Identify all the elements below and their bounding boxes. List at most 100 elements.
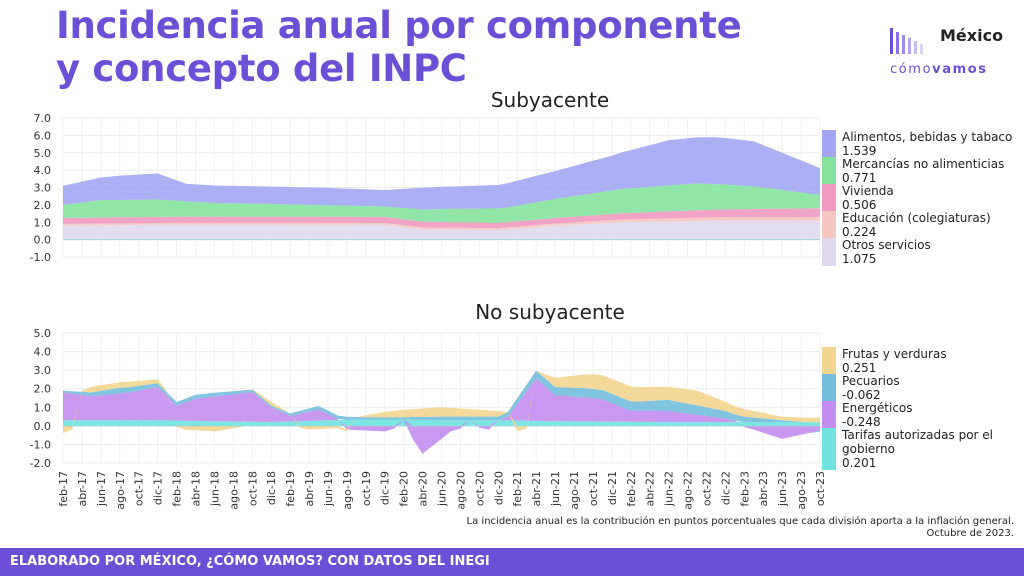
legend-swatch <box>822 130 836 158</box>
area-pecuarios <box>63 370 820 433</box>
x-tick-label: oct-17 <box>133 471 146 506</box>
y-tick-label: 5.0 <box>34 327 52 340</box>
x-tick-label: feb-18 <box>171 471 184 507</box>
x-tick-label: feb-19 <box>284 471 297 507</box>
y-tick-label: 2.0 <box>34 199 52 212</box>
area-vivienda <box>63 208 820 229</box>
y-tick-label: 0.0 <box>34 420 52 433</box>
legend-label: Energéticos <box>842 401 913 415</box>
chart-panel-1: -1.0 0.0 1.0 2.0 3.0 4.0 5.0 6.0 7.0 <box>30 112 821 264</box>
legend-label: Pecuarios <box>842 374 900 388</box>
x-tick-label: dic-21 <box>606 471 619 505</box>
legend-item: Tarifas autorizadas por el gobierno 0.201 <box>822 428 1018 470</box>
y-tick-label: 2.0 <box>34 383 52 396</box>
x-tick-label: abr-20 <box>417 471 430 507</box>
area-alimentos-bebidas-y-tabaco <box>63 137 820 210</box>
y-tick-label: 1.0 <box>34 401 52 414</box>
legend-swatch <box>822 211 836 239</box>
area-educacion-colegiaturas <box>63 217 820 231</box>
legend-no-subyacente: Frutas y verduras 0.251 Pecuarios -0.062 Ene… <box>822 347 1018 470</box>
legend-label: Mercancías no alimenticias <box>842 157 1005 171</box>
legend-swatch <box>822 374 836 402</box>
chart-panel-2: -2.0 -1.0 0.0 1.0 2.0 3.0 4.0 5.0 feb-17 abr-17 ju… <box>30 327 827 510</box>
y-tick-label: 6.0 <box>34 129 52 142</box>
area-mercancias-no-alimenticias <box>63 183 820 223</box>
x-tick-label: abr-18 <box>189 471 202 507</box>
logo-sub-bold: vamos <box>932 62 988 77</box>
legend-item: Vivienda 0.506 <box>822 184 1018 212</box>
inpc-charts-svg: -1.0 0.0 1.0 2.0 3.0 4.0 5.0 6.0 7.0 -2.0 -1.0 0.0 1… <box>30 112 827 510</box>
legend-label: Vivienda <box>842 184 894 198</box>
y-tick-label: -1.0 <box>30 251 51 264</box>
x-tick-label: feb-20 <box>398 471 411 507</box>
legend-swatch <box>822 157 836 185</box>
legend-label: Alimentos, bebidas y tabaco <box>842 130 1013 144</box>
footer-bar: ELABORADO POR MÉXICO, ¿CÓMO VAMOS? CON D… <box>0 548 1024 576</box>
x-tick-label: feb-21 <box>511 471 524 507</box>
x-tick-label: ago-18 <box>227 471 240 510</box>
legend-label: Educación (colegiaturas) <box>842 211 991 225</box>
x-tick-label: abr-22 <box>644 471 657 507</box>
brand-logo: México cómovamos <box>888 22 1008 82</box>
legend-item: Alimentos, bebidas y tabaco 1.539 <box>822 130 1018 158</box>
note-line-1: La incidencia anual es la contribución e… <box>466 516 1014 527</box>
chart-note: La incidencia anual es la contribución e… <box>467 516 1014 540</box>
x-tick-label: dic-22 <box>719 471 732 505</box>
y-tick-label: 3.0 <box>34 364 52 377</box>
x-tick-label: dic-20 <box>492 471 505 505</box>
legend-item: Frutas y verduras 0.251 <box>822 347 1018 375</box>
x-tick-label: jun-21 <box>549 471 562 507</box>
legend-value: -0.062 <box>842 388 881 402</box>
y-tick-label: 3.0 <box>34 182 52 195</box>
x-tick-label: feb-17 <box>57 471 70 507</box>
y-tick-label: -2.0 <box>30 457 51 470</box>
legend-value: 0.224 <box>842 225 877 239</box>
legend-item: Pecuarios -0.062 <box>822 374 1018 402</box>
x-tick-label: jun-18 <box>208 471 221 507</box>
logo-subtitle: cómovamos <box>890 62 988 77</box>
area-otros-servicios <box>63 220 820 240</box>
y-tick-label: 4.0 <box>34 346 52 359</box>
x-tick-label: dic-18 <box>265 471 278 505</box>
legend-swatch <box>822 184 836 212</box>
y-tick-label: 7.0 <box>34 112 52 125</box>
x-tick-label: jun-20 <box>436 471 449 507</box>
x-tick-label: feb-23 <box>738 471 751 507</box>
y-tick-label: 4.0 <box>34 164 52 177</box>
x-tick-label: oct-20 <box>473 471 486 506</box>
x-tick-label: ago-17 <box>114 471 127 510</box>
y-tick-label: -1.0 <box>30 438 51 451</box>
x-tick-label: abr-23 <box>757 471 770 507</box>
x-tick-label: dic-19 <box>379 471 392 505</box>
legend-swatch <box>822 401 836 429</box>
legend-item: Energéticos -0.248 <box>822 401 1018 429</box>
legend-label: Otros servicios <box>842 238 931 252</box>
legend-item: Educación (colegiaturas) 0.224 <box>822 211 1018 239</box>
x-tick-label: jun-19 <box>322 471 335 507</box>
legend-value: 0.201 <box>842 456 877 470</box>
x-tick-label: ago-22 <box>682 471 695 510</box>
y-tick-label: 5.0 <box>34 147 52 160</box>
legend-value: 1.075 <box>842 252 877 266</box>
logo-bars-icon <box>890 28 923 54</box>
legend-swatch <box>822 238 836 266</box>
x-tick-label: oct-23 <box>814 471 827 506</box>
area-tarifas-autorizadas-por-el-gobierno <box>63 419 820 426</box>
legend-swatch <box>822 428 836 470</box>
x-tick-label: ago-20 <box>454 471 467 510</box>
x-tick-label: feb-22 <box>625 471 638 507</box>
x-tick-label: abr-17 <box>76 471 89 507</box>
legend-label: Tarifas autorizadas por el gobierno <box>842 428 993 456</box>
legend-value: 0.771 <box>842 171 877 185</box>
legend-value: 0.251 <box>842 361 877 375</box>
legend-value: 0.506 <box>842 198 877 212</box>
x-tick-label: ago-21 <box>568 471 581 510</box>
x-tick-label: oct-18 <box>246 471 259 506</box>
legend-value: -0.248 <box>842 415 881 429</box>
footer-text: ELABORADO POR MÉXICO, ¿CÓMO VAMOS? CON D… <box>10 554 490 569</box>
logo-sub-light: cómo <box>890 62 933 77</box>
page-title: Incidencia anual por componente y concep… <box>56 4 742 90</box>
legend-item: Otros servicios 1.075 <box>822 238 1018 266</box>
x-tick-label: oct-19 <box>360 471 373 506</box>
legend-label: Frutas y verduras <box>842 347 947 361</box>
